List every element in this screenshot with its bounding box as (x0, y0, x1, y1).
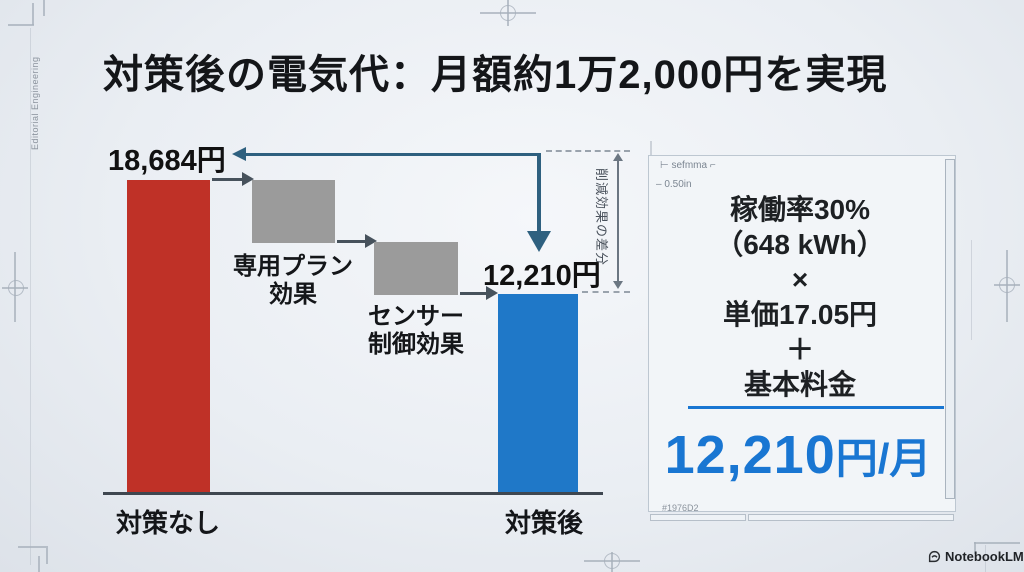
measurement-bracket (617, 160, 619, 282)
end-value-label: 12,210円 (483, 260, 601, 292)
step-arrow-1 (212, 178, 244, 181)
plan-effect-label-line2: 効果 (269, 281, 317, 309)
plan-effect-label: 専用プラン 効果 (228, 253, 358, 310)
panel-divider (688, 406, 944, 409)
notebooklm-wordmark: NotebookLM (945, 549, 1024, 564)
panel-annotation-measure: – 0.50in (656, 179, 692, 190)
reduction-arrow-left-head-icon (232, 147, 246, 161)
calculation-panel (648, 155, 956, 512)
bar-sensor-effect (374, 242, 458, 295)
bar-after-countermeasures (498, 294, 578, 494)
crop-mark (8, 24, 34, 26)
crop-mark (32, 3, 34, 25)
crop-mark (650, 141, 652, 159)
sensor-effect-label-line1: センサー (368, 303, 464, 330)
sensor-effect-label-line2: 制御効果 (368, 331, 464, 359)
crop-mark (985, 545, 986, 572)
notebooklm-logo-icon (928, 550, 941, 563)
panel-footer-cell (650, 514, 746, 521)
x-axis-baseline (103, 492, 603, 495)
formula-line-multiply: × (791, 264, 809, 295)
cost-formula: 稼働率30% （648 kWh） × 単価17.05円 ＋ 基本料金 (656, 192, 944, 402)
panel-annotation-measure-text: 0.50in (664, 179, 692, 190)
result-value: 12,210 (664, 425, 836, 485)
crop-mark (46, 546, 48, 564)
registration-crosshair (500, 5, 516, 21)
dashed-guide-bottom (582, 291, 630, 293)
editorial-watermark: Editorial Engineering (30, 56, 40, 150)
plan-effect-label-line1: 専用プラン (233, 253, 353, 280)
formula-line-unitprice: 単価17.05円 (722, 299, 878, 330)
bracket-up-head-icon (613, 153, 623, 161)
x-label-after: 対策後 (505, 508, 584, 538)
page-title: 対策後の電気代：月額約1万2,000円を実現 (103, 53, 888, 97)
reduction-arrow-vertical (537, 153, 541, 231)
result-unit: 円/月 (835, 435, 932, 482)
margin-line (30, 28, 31, 565)
reduction-arrow-down-head-icon (527, 231, 551, 252)
bracket-down-head-icon (613, 281, 623, 289)
margin-line (971, 240, 972, 340)
formula-line-utilization: 稼働率30% (729, 194, 871, 225)
step-arrow-2 (337, 240, 367, 243)
formula-line-kwh: （648 kWh） (715, 229, 885, 260)
registration-crosshair (8, 280, 24, 296)
bar-before-countermeasures (127, 180, 210, 494)
crop-mark (43, 0, 45, 16)
color-code-note: #1976D2 (662, 503, 699, 513)
step-arrow-3 (460, 292, 488, 295)
sensor-effect-label: センサー 制御効果 (352, 303, 480, 360)
registration-crosshair (999, 277, 1015, 293)
x-label-before: 対策なし (116, 508, 221, 538)
notebooklm-attribution: NotebookLM (928, 549, 1024, 564)
panel-scrollbar[interactable] (945, 159, 955, 499)
bar-plan-effect (252, 180, 335, 243)
crop-mark (974, 542, 1020, 544)
crop-mark (38, 556, 40, 572)
reduction-arrow-horizontal (246, 153, 540, 156)
dashed-guide-top (546, 150, 630, 152)
crop-mark (18, 546, 46, 548)
panel-annotation-top: ⊢ sefmma ⌐ (660, 160, 716, 171)
registration-crosshair (604, 553, 620, 569)
formula-line-plus: ＋ (785, 334, 814, 365)
panel-footer-cell (748, 514, 954, 521)
step-arrow-3-head-icon (486, 286, 498, 300)
crop-mark (974, 542, 976, 554)
monthly-cost-result: 12,210円/月 (648, 424, 948, 486)
panel-annotation-top-text: sefmma (671, 160, 708, 171)
bracket-annotation: 削減効果の差分 (594, 168, 609, 267)
start-value-label: 18,684円 (108, 145, 226, 177)
step-arrow-1-head-icon (242, 172, 254, 186)
formula-line-basefee: 基本料金 (743, 369, 856, 400)
